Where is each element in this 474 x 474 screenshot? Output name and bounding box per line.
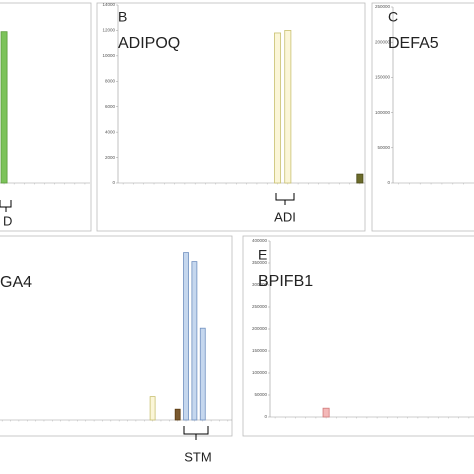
y-tick-label: 50000 (377, 145, 390, 150)
y-tick-label: 6000 (105, 104, 116, 109)
panel-frame (371, 2, 474, 232)
y-tick-label: 0 (112, 180, 115, 185)
y-tick-label: 250000 (375, 4, 391, 9)
y-tick-label: 0 (264, 414, 267, 419)
panel-title: GA4 (0, 274, 32, 291)
bar (199, 327, 206, 421)
bracket (275, 193, 295, 205)
y-tick-label: 300000 (252, 282, 268, 287)
panel-letter: E (258, 247, 267, 263)
y-tick-label: 200000 (252, 326, 268, 331)
y-tick-label: 10000 (102, 53, 115, 58)
panel-frame (242, 235, 474, 437)
y-tick-label: 14000 (102, 2, 115, 7)
y-tick-label: 50000 (254, 392, 267, 397)
bar (0, 31, 8, 184)
y-tick-label: 350000 (252, 260, 268, 265)
y-tick-label: 4000 (105, 129, 116, 134)
y-tick-label: 200000 (375, 39, 391, 44)
y-tick-label: 150000 (375, 75, 391, 80)
panel-letter: B (118, 9, 127, 25)
y-tick-label: 400000 (252, 238, 268, 243)
panel-frame (0, 2, 92, 232)
panel-frame (0, 235, 233, 437)
y-tick-label: 150000 (252, 348, 268, 353)
annotation: STM (184, 449, 211, 464)
panel-title: DEFA5 (388, 35, 439, 52)
y-tick-label: 100000 (375, 110, 391, 115)
bar (149, 396, 156, 421)
y-tick-label: 2000 (105, 155, 116, 160)
panel-title: ADIPOQ (118, 35, 180, 52)
bar (284, 30, 292, 184)
bar (274, 32, 282, 184)
bar (183, 252, 189, 421)
bar (322, 407, 330, 418)
bar (356, 173, 364, 184)
bracket (183, 426, 209, 440)
bracket (0, 200, 12, 212)
panel-letter: C (388, 9, 398, 25)
y-tick-label: 0 (387, 180, 390, 185)
bar (191, 261, 198, 421)
y-tick-label: 8000 (105, 78, 116, 83)
y-tick-label: 12000 (102, 28, 115, 33)
annotation: D (3, 213, 12, 228)
y-tick-label: 250000 (252, 304, 268, 309)
bar (174, 408, 181, 421)
panel-title: BPIFB1 (258, 273, 313, 290)
annotation: ADI (274, 209, 296, 224)
panel-frame (96, 2, 366, 232)
y-tick-label: 100000 (252, 370, 268, 375)
